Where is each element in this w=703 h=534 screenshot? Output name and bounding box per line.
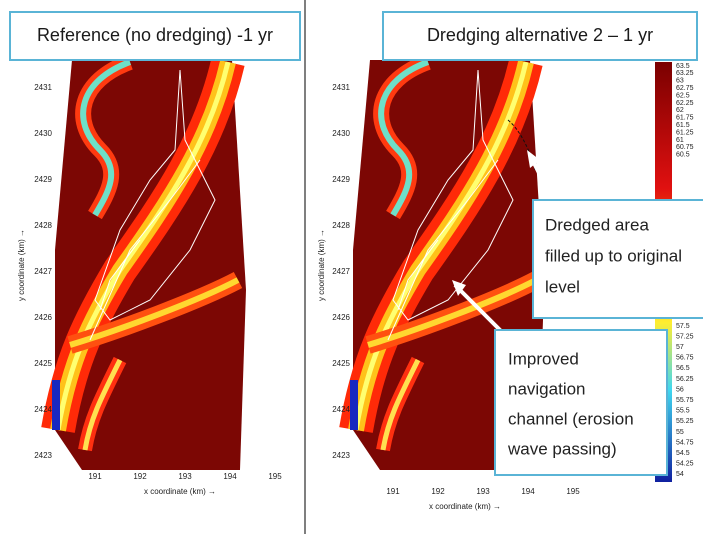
callout-text: navigation [508,379,586,398]
callout-text: filled up to original [545,246,682,265]
y-axis-label: y coordinate (km) → [317,229,326,301]
y-tick-label: 2423 [332,451,350,460]
colorbar-label: 61.5 [676,122,690,129]
colorbar-label: 57.5 [676,323,690,330]
colorbar-label: 57 [676,344,684,351]
y-tick-label: 2426 [34,313,52,322]
colorbar-label: 62 [676,107,684,114]
panel-title: Dredging alternative 2 – 1 yr [427,25,653,45]
slide: Reference (no dredging) -1 yr Dredging a… [0,0,703,534]
callout-text: Improved [508,349,579,368]
x-tick-label: 195 [268,472,282,481]
x-tick-label: 193 [178,472,192,481]
colorbar-label: 61.75 [676,115,694,122]
y-tick-label: 2429 [332,175,350,184]
colorbar-label: 57.25 [676,333,694,340]
callout-text: channel (erosion [508,409,634,428]
callout-text: wave passing) [507,439,617,458]
colorbar-label: 63.5 [676,63,690,70]
colorbar-label: 54 [676,471,684,478]
x-tick-label: 192 [431,487,445,496]
colorbar-label: 54.25 [676,461,694,468]
callout-text: Dredged area [545,215,650,234]
callout-text: level [545,277,580,296]
colorbar-label: 55.25 [676,418,694,425]
y-tick-label: 2423 [34,451,52,460]
y-axis-label: y coordinate (km) → [17,229,26,301]
x-tick-label: 194 [521,487,535,496]
bed-level-map [55,60,246,470]
y-tick-label: 2430 [34,129,52,138]
y-tick-label: 2431 [34,83,52,92]
colorbar-label: 61 [676,137,684,144]
colorbar-label: 60.5 [676,152,690,159]
colorbar-label: 55.5 [676,408,690,415]
colorbar-label: 55.75 [676,397,694,404]
colorbar-label: 61.25 [676,129,694,136]
y-tick-label: 2425 [332,359,350,368]
colorbar-label: 62.75 [676,85,694,92]
panel-title: Reference (no dredging) -1 yr [37,25,273,45]
y-tick-label: 2430 [332,129,350,138]
y-tick-label: 2426 [332,313,350,322]
colorbar-label: 54.5 [676,450,690,457]
y-tick-label: 2427 [34,267,52,276]
y-tick-label: 2424 [332,405,350,414]
colorbar-label: 63.25 [676,70,694,77]
x-axis-label: x coordinate (km) → [144,487,216,496]
y-tick-label: 2425 [34,359,52,368]
y-tick-label: 2429 [34,175,52,184]
colorbar-label: 60.75 [676,144,694,151]
colorbar-label: 62.5 [676,92,690,99]
colorbar-label: 56.5 [676,365,690,372]
x-tick-label: 193 [476,487,490,496]
colorbar-label: 54.75 [676,439,694,446]
colorbar-label: 56.75 [676,355,694,362]
y-tick-label: 2424 [34,405,52,414]
y-tick-label: 2431 [332,83,350,92]
x-tick-label: 195 [566,487,580,496]
colorbar-label: 63 [676,78,684,85]
x-tick-label: 194 [223,472,237,481]
colorbar-label: 56 [676,386,684,393]
y-tick-label: 2427 [332,267,350,276]
x-tick-label: 191 [386,487,400,496]
y-tick-label: 2428 [332,221,350,230]
colorbar-label: 55 [676,429,684,436]
x-tick-label: 191 [88,472,102,481]
colorbar-label: 56.25 [676,376,694,383]
x-tick-label: 192 [133,472,147,481]
x-axis-label: x coordinate (km) → [429,502,501,511]
y-tick-label: 2428 [34,221,52,230]
colorbar-label: 62.25 [676,100,694,107]
